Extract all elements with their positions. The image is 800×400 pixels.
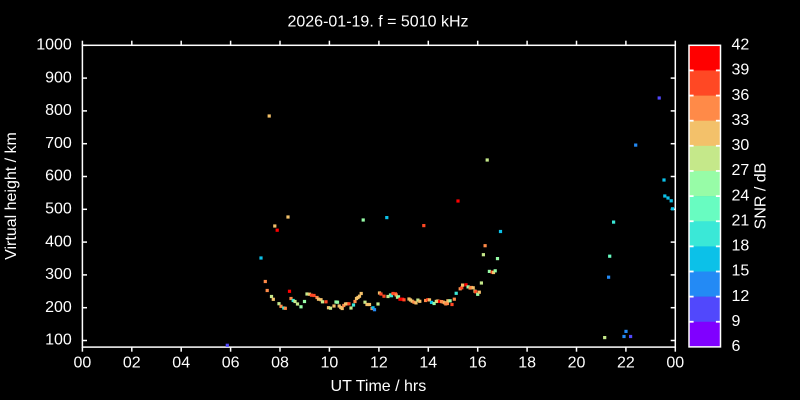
svg-text:24: 24 — [732, 187, 750, 204]
svg-text:39: 39 — [732, 62, 750, 79]
svg-text:500: 500 — [45, 201, 72, 218]
svg-text:9: 9 — [732, 313, 741, 330]
svg-text:800: 800 — [45, 102, 72, 119]
svg-text:1000: 1000 — [36, 37, 72, 54]
svg-text:100: 100 — [45, 332, 72, 349]
svg-text:2026-01-19. f = 5010 kHz: 2026-01-19. f = 5010 kHz — [287, 14, 468, 31]
svg-text:21: 21 — [732, 212, 750, 229]
svg-text:02: 02 — [123, 355, 141, 372]
svg-text:30: 30 — [732, 137, 750, 154]
svg-text:SNR / dB: SNR / dB — [753, 163, 770, 230]
svg-text:36: 36 — [732, 87, 750, 104]
svg-text:42: 42 — [732, 37, 750, 54]
svg-text:200: 200 — [45, 299, 72, 316]
svg-text:04: 04 — [172, 355, 190, 372]
svg-text:20: 20 — [568, 355, 586, 372]
svg-text:18: 18 — [732, 238, 750, 255]
svg-text:00: 00 — [74, 355, 92, 372]
svg-text:Virtual height / km: Virtual height / km — [3, 132, 20, 260]
svg-text:700: 700 — [45, 135, 72, 152]
svg-text:22: 22 — [617, 355, 635, 372]
svg-text:UT Time / hrs: UT Time / hrs — [331, 378, 427, 395]
svg-text:600: 600 — [45, 168, 72, 185]
svg-text:10: 10 — [321, 355, 339, 372]
svg-text:900: 900 — [45, 69, 72, 86]
svg-text:00: 00 — [666, 355, 684, 372]
svg-text:08: 08 — [271, 355, 289, 372]
svg-text:33: 33 — [732, 112, 750, 129]
svg-text:06: 06 — [222, 355, 240, 372]
svg-text:16: 16 — [469, 355, 487, 372]
svg-text:6: 6 — [732, 338, 741, 355]
svg-text:15: 15 — [732, 263, 750, 280]
svg-text:400: 400 — [45, 233, 72, 250]
svg-text:14: 14 — [419, 355, 437, 372]
svg-text:300: 300 — [45, 266, 72, 283]
svg-text:18: 18 — [518, 355, 536, 372]
svg-text:27: 27 — [732, 162, 750, 179]
svg-text:12: 12 — [370, 355, 388, 372]
svg-text:12: 12 — [732, 288, 750, 305]
